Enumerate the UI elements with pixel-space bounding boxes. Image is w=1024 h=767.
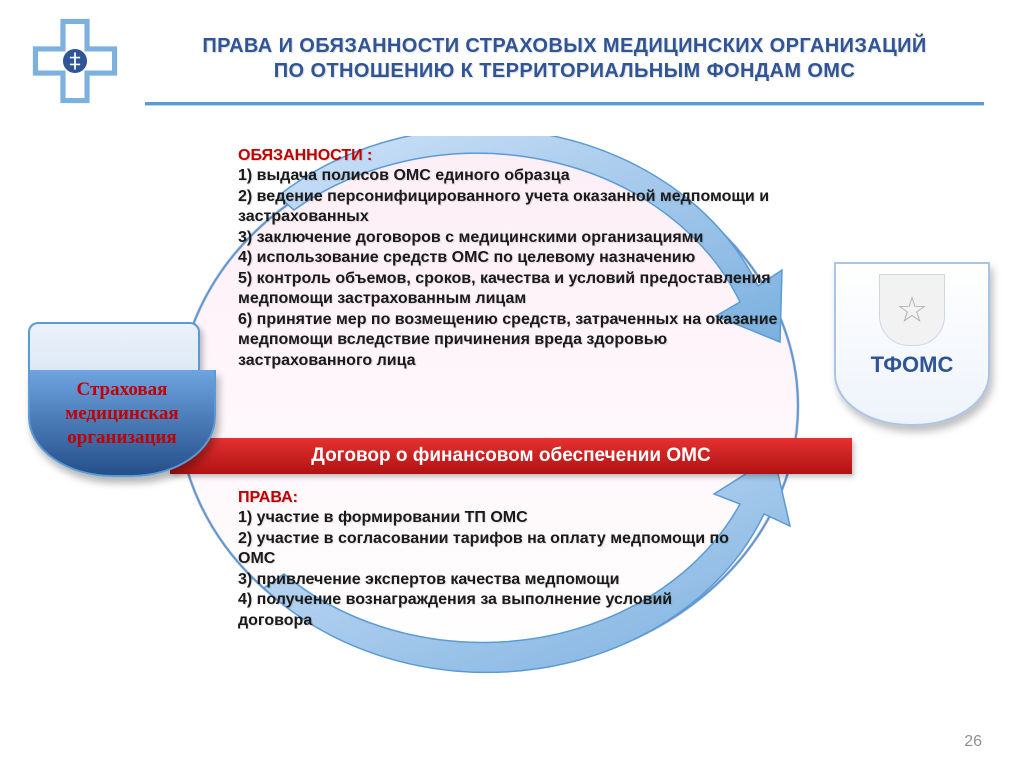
tfoms-badge: ☆ ТФОМС [834, 262, 990, 426]
right-item: 2) участие в согласовании тарифов на опл… [238, 529, 738, 570]
rights-block: ПРАВА: 1) участие в формировании ТП ОМС … [238, 488, 738, 631]
contract-bar: Договор о финансовом обеспечении ОМС [170, 438, 852, 474]
title-divider [145, 102, 984, 106]
page-number: 26 [964, 733, 982, 751]
obligations-block: ОБЯЗАННОСТИ : 1) выдача полисов ОМС един… [238, 146, 794, 371]
right-item: 4) получение вознаграждения за выполнени… [238, 590, 738, 631]
right-item: 1) участие в формировании ТП ОМС [238, 508, 738, 528]
obligations-heading: ОБЯЗАННОСТИ : [238, 146, 794, 166]
diagram-area: ОБЯЗАННОСТИ : 1) выдача полисов ОМС един… [28, 132, 960, 692]
obligation-item: 5) контроль объемов, сроков, качества и … [238, 269, 794, 310]
right-item: 3) привлечение экспертов качества медпом… [238, 570, 738, 590]
smo-badge: Страховая медицинская организация [28, 322, 196, 472]
obligation-item: 3) заключение договоров с медицинскими о… [238, 228, 794, 248]
smo-label: Страховая медицинская организация [28, 370, 216, 477]
medical-cross-icon [32, 18, 118, 104]
title-line-1: ПРАВА И ОБЯЗАННОСТИ СТРАХОВЫХ МЕДИЦИНСКИ… [145, 34, 984, 59]
title-line-2: ПО ОТНОШЕНИЮ К ТЕРРИТОРИАЛЬНЫМ ФОНДАМ ОМ… [145, 59, 984, 84]
tfoms-label: ТФОМС [836, 352, 988, 378]
slide-title: ПРАВА И ОБЯЗАННОСТИ СТРАХОВЫХ МЕДИЦИНСКИ… [145, 34, 984, 84]
obligation-item: 4) использование средств ОМС по целевому… [238, 248, 794, 268]
eagle-emblem-icon: ☆ [879, 274, 945, 346]
obligation-item: 6) принятие мер по возмещению средств, з… [238, 310, 794, 371]
smo-header-decor [28, 322, 200, 370]
obligation-item: 2) ведение персонифицированного учета ок… [238, 187, 794, 228]
rights-heading: ПРАВА: [238, 488, 738, 508]
obligation-item: 1) выдача полисов ОМС единого образца [238, 166, 794, 186]
